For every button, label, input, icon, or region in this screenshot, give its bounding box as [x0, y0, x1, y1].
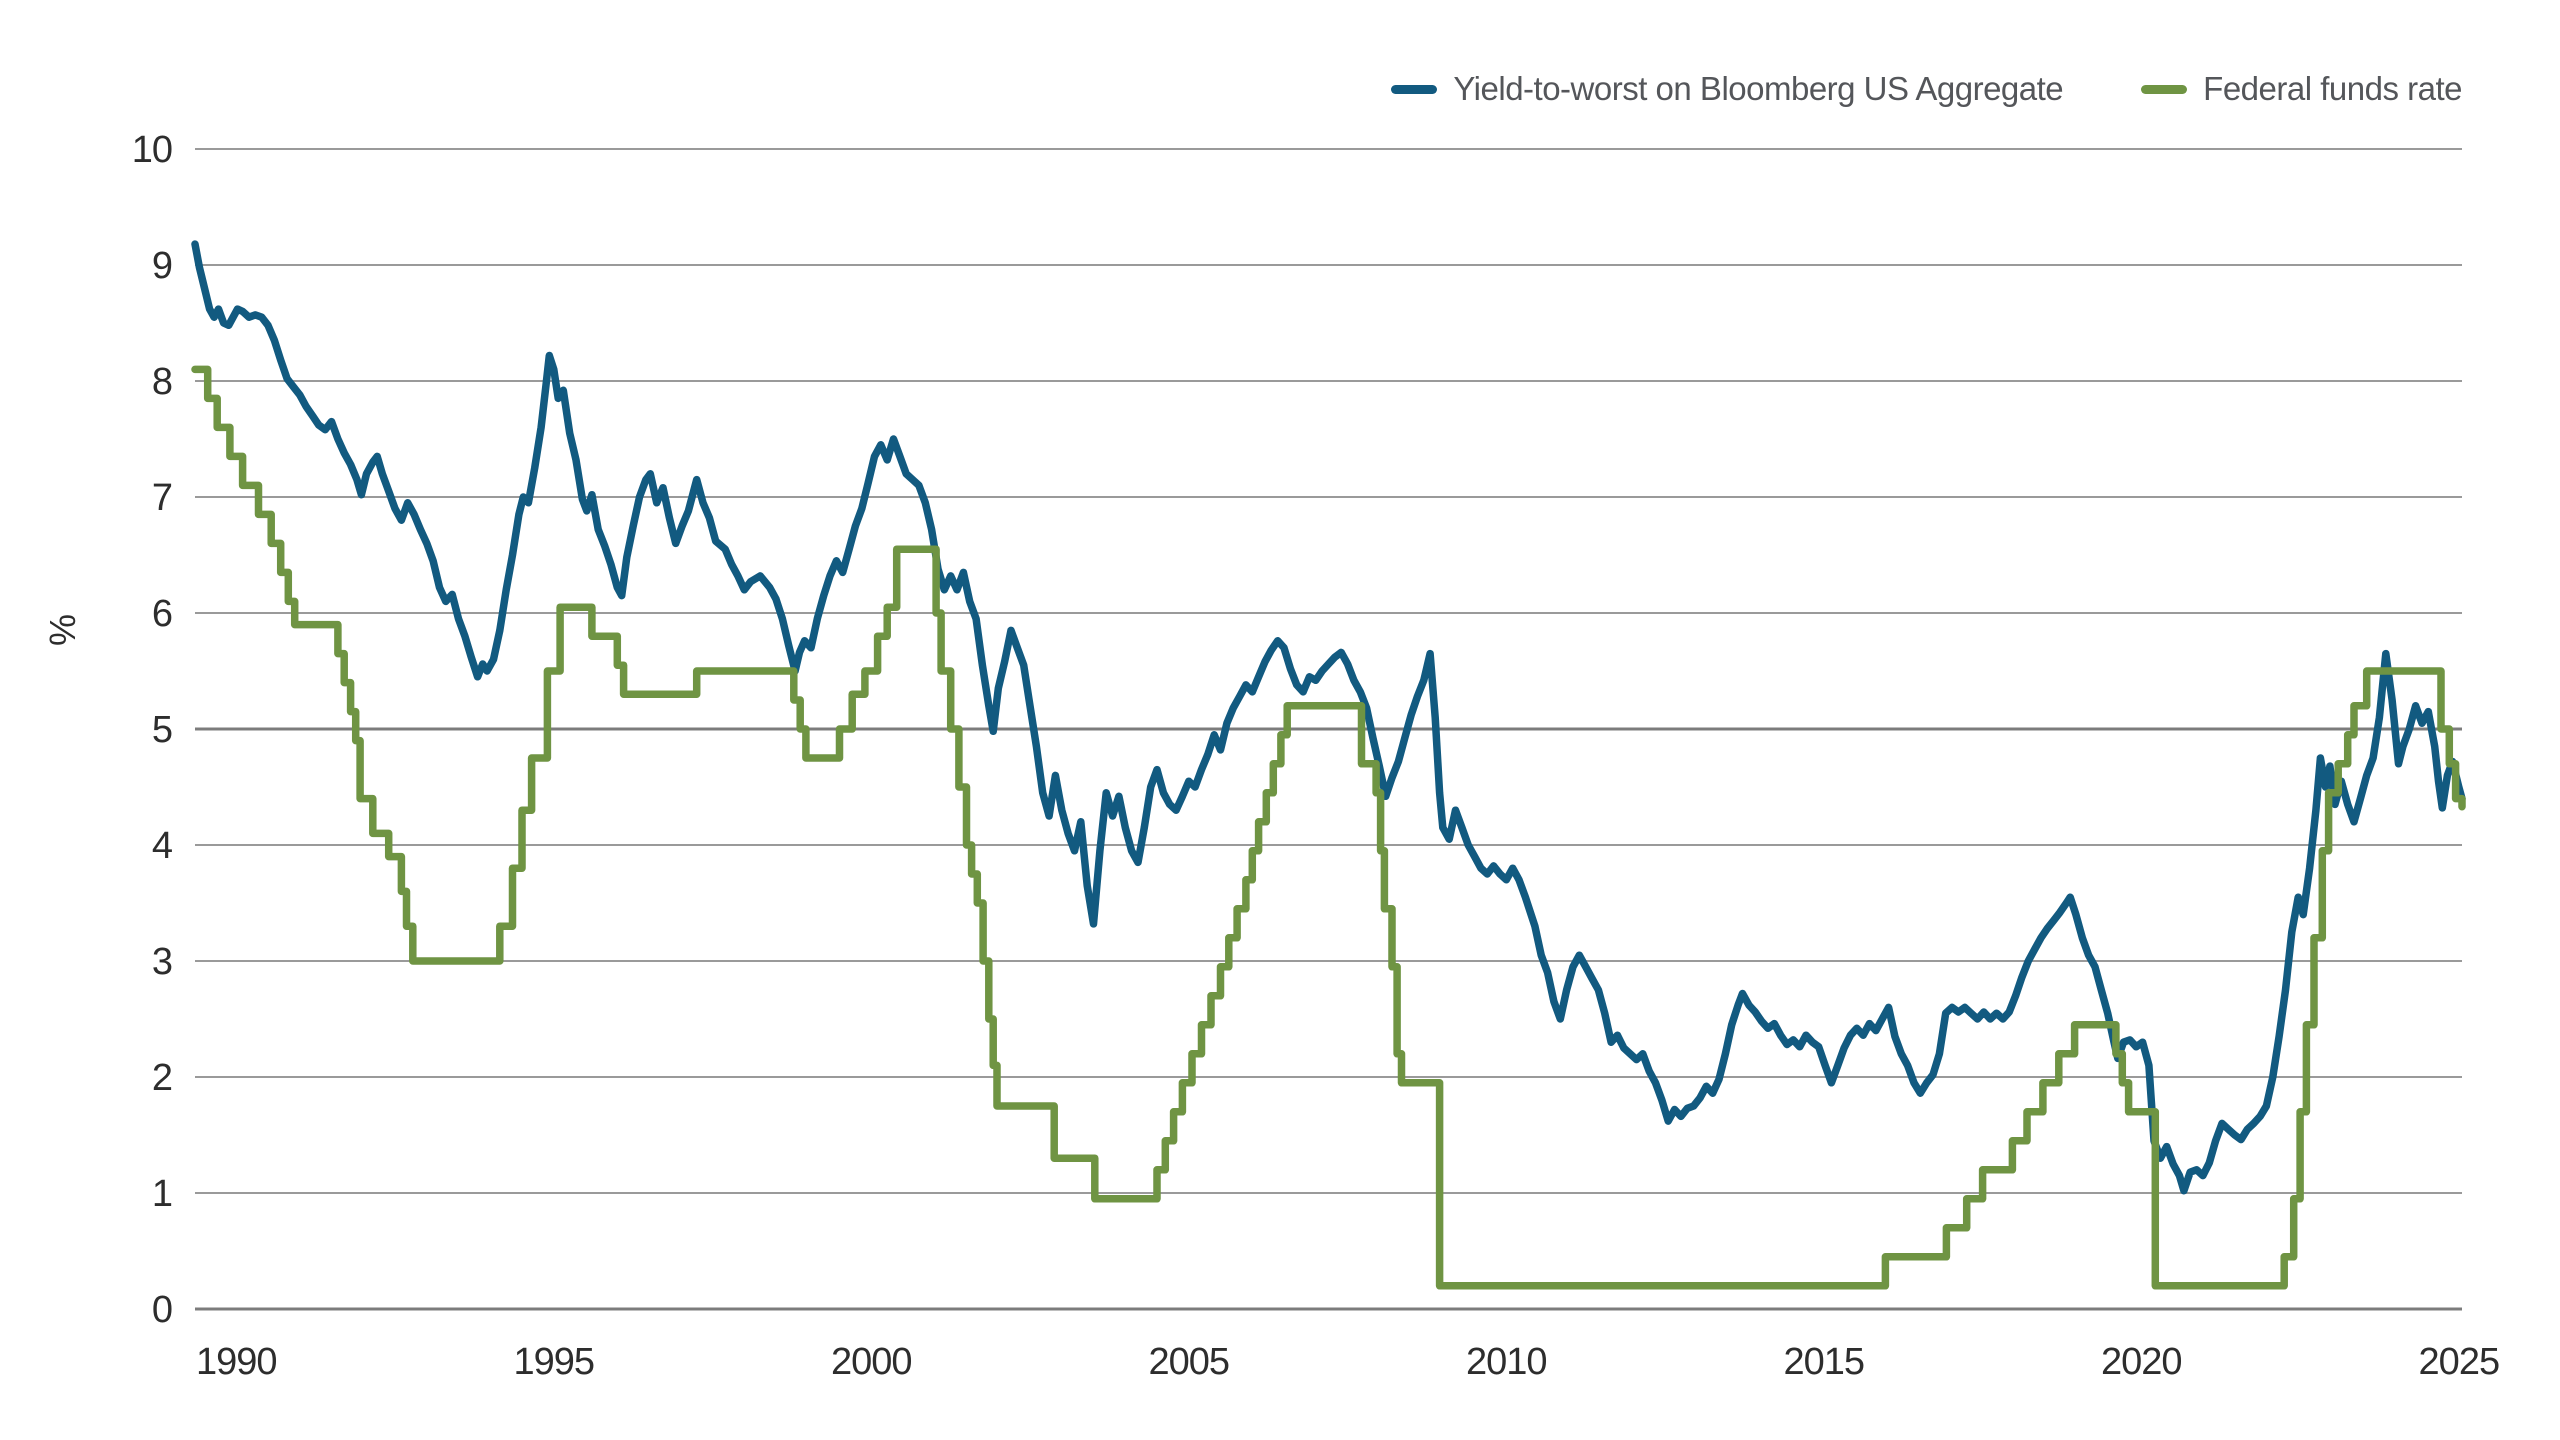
- y-axis-unit-label: %: [42, 614, 83, 646]
- x-tick-label-2020: 2020: [2101, 1341, 2182, 1383]
- y-tick-label-2: 2: [152, 1057, 172, 1099]
- y-tick-label-10: 10: [132, 129, 172, 171]
- x-tick-label-2000: 2000: [831, 1341, 912, 1383]
- x-tick-label-2005: 2005: [1149, 1341, 1230, 1383]
- x-tick-label-2025: 2025: [2419, 1341, 2500, 1383]
- legend-item-yield: Yield-to-worst on Bloomberg US Aggregate: [1391, 70, 2064, 108]
- y-tick-label-1: 1: [152, 1173, 172, 1215]
- legend-item-fedfunds: Federal funds rate: [2141, 70, 2462, 108]
- gridlines-group: [195, 148, 2462, 1311]
- series-group: [191, 240, 2466, 1290]
- yield-line: [191, 240, 2466, 1195]
- y-tick-label-0: 0: [152, 1289, 172, 1331]
- x-tick-label-1990: 1990: [196, 1341, 277, 1383]
- x-tick-label-2015: 2015: [1784, 1341, 1865, 1383]
- fedfunds-line-swatch-icon: [2141, 84, 2188, 94]
- y-tick-label-4: 4: [152, 825, 173, 867]
- y-tick-label-3: 3: [152, 941, 172, 983]
- x-tick-label-1995: 1995: [514, 1341, 595, 1383]
- y-tick-label-6: 6: [152, 593, 172, 635]
- legend: Yield-to-worst on Bloomberg US Aggregate…: [1391, 70, 2462, 108]
- yield-line-swatch-icon: [1391, 84, 1438, 94]
- y-tick-label-7: 7: [152, 477, 172, 519]
- x-tick-label-2010: 2010: [1466, 1341, 1547, 1383]
- y-tick-label-5: 5: [152, 709, 172, 751]
- y-tick-label-8: 8: [152, 361, 172, 403]
- legend-label-fedfunds: Federal funds rate: [2203, 70, 2462, 107]
- axis-labels-group: 0 1 2 3 4 5 6 7 8 9 10 1990 1995 2000 2005 2010 2015 2020…: [42, 129, 2500, 1383]
- legend-label-yield: Yield-to-worst on Bloomberg US Aggregate: [1453, 70, 2064, 107]
- fedfunds-line: [191, 365, 2466, 1290]
- y-tick-label-9: 9: [152, 245, 172, 287]
